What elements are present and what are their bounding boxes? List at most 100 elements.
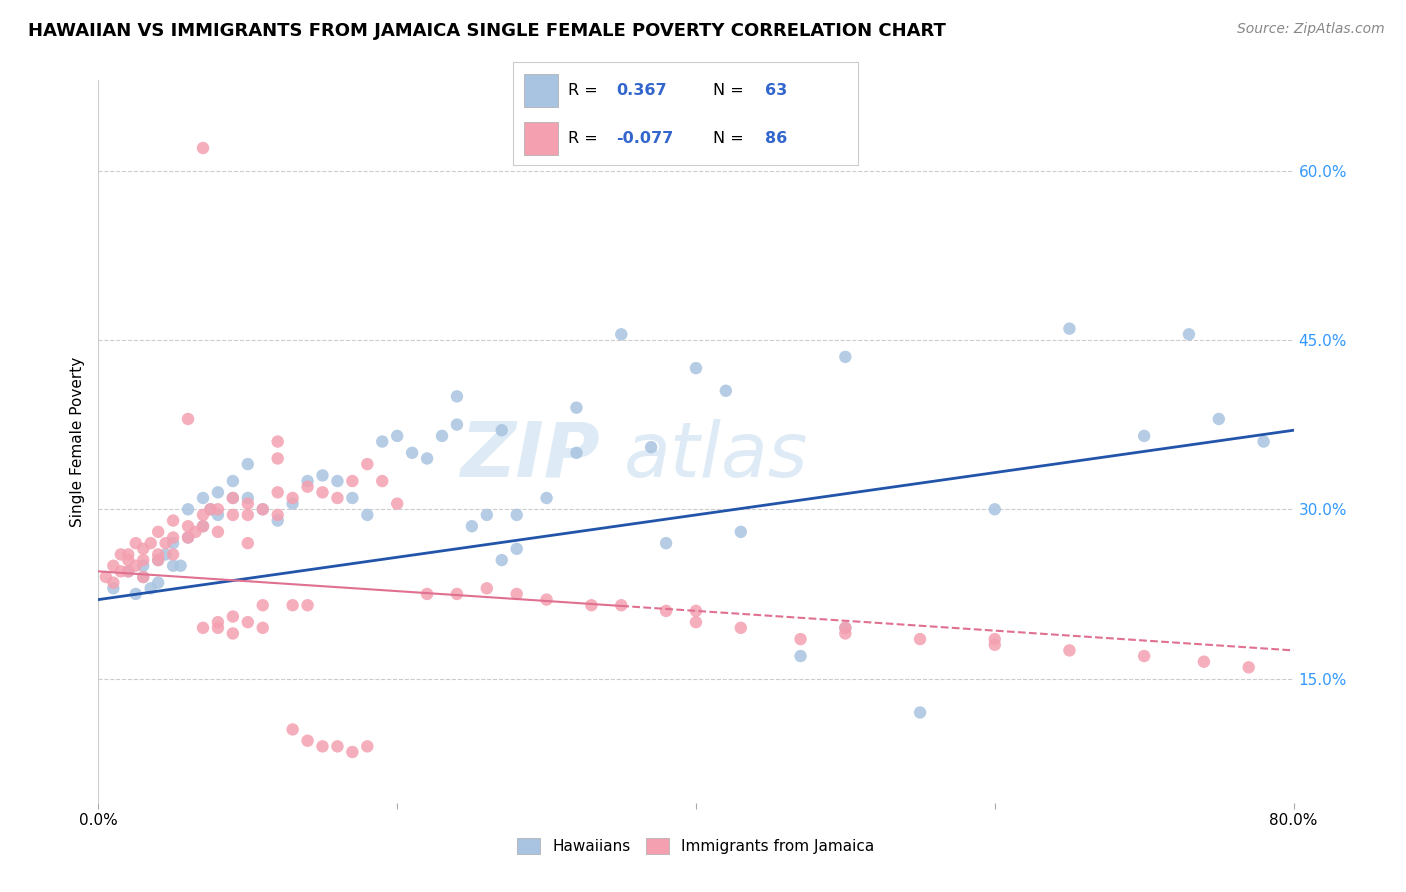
Point: [162, 531, 184, 545]
Point: [908, 632, 931, 646]
Point: [252, 599, 274, 613]
Point: [191, 621, 214, 635]
Point: [685, 604, 707, 618]
Point: [267, 451, 290, 466]
Point: [103, 575, 125, 590]
Point: [281, 599, 304, 613]
Point: [685, 615, 707, 630]
Point: [132, 570, 155, 584]
Point: [200, 502, 222, 516]
Point: [200, 502, 222, 516]
Point: [132, 553, 155, 567]
Point: [177, 502, 200, 516]
Point: [155, 548, 177, 562]
Point: [1208, 412, 1230, 426]
Point: [125, 536, 148, 550]
Point: [491, 553, 513, 567]
Point: [236, 491, 259, 505]
Point: [132, 570, 155, 584]
Point: [177, 531, 200, 545]
Point: [1253, 434, 1275, 449]
Point: [342, 491, 364, 505]
Point: [155, 536, 177, 550]
Point: [117, 548, 139, 562]
Text: -0.077: -0.077: [616, 131, 673, 146]
Point: [267, 485, 290, 500]
Text: R =: R =: [568, 83, 603, 97]
Point: [984, 638, 1007, 652]
Point: [207, 502, 229, 516]
Point: [222, 626, 245, 640]
Point: [581, 599, 603, 613]
Point: [103, 582, 125, 596]
Point: [984, 502, 1007, 516]
Point: [191, 519, 214, 533]
Point: [222, 474, 245, 488]
Point: [177, 519, 200, 533]
Point: [297, 480, 319, 494]
Point: [222, 508, 245, 522]
Point: [461, 519, 484, 533]
Point: [191, 491, 214, 505]
Text: ZIP: ZIP: [461, 419, 600, 493]
Text: atlas: atlas: [624, 419, 808, 493]
Point: [371, 474, 394, 488]
Point: [475, 508, 498, 522]
Point: [401, 446, 423, 460]
Point: [416, 451, 439, 466]
Point: [236, 615, 259, 630]
Point: [207, 508, 229, 522]
Point: [207, 524, 229, 539]
Point: [139, 536, 162, 550]
Point: [162, 514, 184, 528]
Point: [236, 457, 259, 471]
Point: [132, 541, 155, 556]
Point: [252, 502, 274, 516]
Point: [110, 548, 132, 562]
Point: [184, 524, 207, 539]
Point: [169, 558, 191, 573]
Point: [1059, 321, 1081, 335]
Point: [416, 587, 439, 601]
Point: [655, 536, 678, 550]
Point: [222, 609, 245, 624]
Point: [385, 429, 409, 443]
Point: [252, 502, 274, 516]
Point: [714, 384, 737, 398]
Point: [110, 565, 132, 579]
Point: [536, 592, 558, 607]
Point: [162, 548, 184, 562]
Point: [236, 497, 259, 511]
Point: [297, 733, 319, 747]
Point: [103, 558, 125, 573]
Point: [267, 434, 290, 449]
Point: [236, 508, 259, 522]
Point: [908, 706, 931, 720]
Text: 86: 86: [765, 131, 787, 146]
Point: [177, 412, 200, 426]
Point: [297, 474, 319, 488]
Point: [139, 582, 162, 596]
Point: [506, 541, 529, 556]
Point: [117, 565, 139, 579]
Point: [148, 548, 170, 562]
Point: [117, 565, 139, 579]
Point: [148, 553, 170, 567]
FancyBboxPatch shape: [523, 74, 558, 106]
Point: [267, 508, 290, 522]
Point: [491, 423, 513, 437]
Point: [326, 491, 349, 505]
Point: [475, 582, 498, 596]
Point: [506, 508, 529, 522]
Point: [236, 536, 259, 550]
Point: [252, 621, 274, 635]
Point: [610, 327, 633, 342]
Point: [789, 632, 811, 646]
Point: [148, 524, 170, 539]
Point: [356, 508, 378, 522]
Point: [267, 514, 290, 528]
Point: [326, 739, 349, 754]
Point: [162, 536, 184, 550]
Point: [1059, 643, 1081, 657]
Point: [655, 604, 678, 618]
